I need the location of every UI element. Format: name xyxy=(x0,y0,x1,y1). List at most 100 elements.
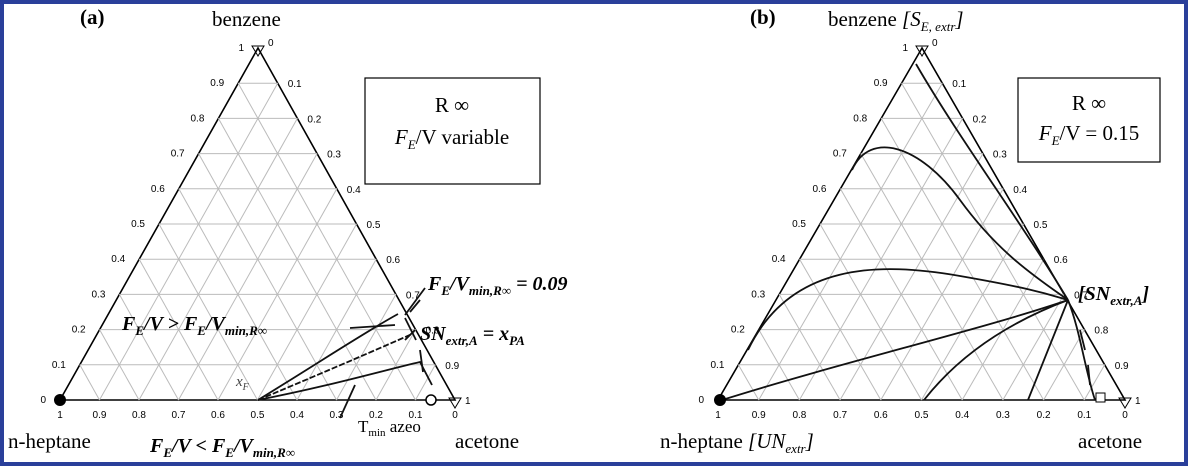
tick-label: 0.5 xyxy=(792,219,806,230)
grid-line xyxy=(79,364,100,401)
grid-line xyxy=(257,223,357,401)
tick-label: 0.2 xyxy=(369,410,383,421)
tick-label: 1 xyxy=(902,43,908,54)
grid-line xyxy=(1083,364,1106,401)
tick-label: 0.7 xyxy=(1074,290,1088,301)
vertex-right: acetone xyxy=(455,429,519,453)
tick-label: 0.1 xyxy=(710,360,724,371)
vertex-left: n-heptane [UNextr] xyxy=(660,429,814,456)
curve xyxy=(747,268,1069,351)
box-line: FE/V variable xyxy=(394,125,509,152)
tick-label: 0.4 xyxy=(111,254,125,265)
annotation: [SNextr,A] xyxy=(1078,283,1149,308)
curve xyxy=(404,317,424,373)
tick-label: 0 xyxy=(698,395,704,406)
tick-label: 0.3 xyxy=(751,289,765,300)
vertex-top: benzene xyxy=(212,7,281,31)
annotation: SNextr,A = xPA xyxy=(420,323,525,348)
vertex-marker xyxy=(915,45,929,57)
tick-label: 0.1 xyxy=(288,79,302,90)
tick-label: 0.4 xyxy=(347,185,361,196)
grid-line xyxy=(778,294,841,401)
info-box xyxy=(1017,77,1161,163)
tick-label: 0.4 xyxy=(772,254,786,265)
tick-label: 0.3 xyxy=(330,410,344,421)
grid-line xyxy=(217,118,377,401)
tick-label: 1 xyxy=(57,410,63,421)
tick-label: 0.9 xyxy=(93,410,107,421)
tick-label: 0.1 xyxy=(1077,410,1091,421)
vertex-marker xyxy=(251,45,265,57)
tick-label: 0.2 xyxy=(1037,410,1051,421)
tick-label: 0.4 xyxy=(955,410,969,421)
grid-line xyxy=(99,82,279,401)
vertex-right: acetone xyxy=(1078,429,1142,453)
curve xyxy=(851,146,1069,301)
tick-label: 0.1 xyxy=(952,79,966,90)
curve xyxy=(923,299,1096,401)
tick-label: 0.2 xyxy=(731,325,745,336)
tick-label: 0.5 xyxy=(1034,220,1048,231)
tick-label: 0.6 xyxy=(151,184,165,195)
grid-line xyxy=(860,153,1004,401)
annotation: Tmin azeo xyxy=(358,417,421,439)
curve xyxy=(721,299,1069,401)
tick-label: 0.5 xyxy=(131,219,145,230)
box-line: R ∞ xyxy=(435,93,469,117)
grid-line xyxy=(819,223,922,401)
tick-label: 0.3 xyxy=(91,289,105,300)
grid-line xyxy=(178,153,318,401)
tick-label: 0.5 xyxy=(251,410,265,421)
annotation: FE/V > FE/Vmin,R∞ xyxy=(121,313,267,338)
grid-line xyxy=(737,364,760,401)
tick-label: 0.2 xyxy=(72,325,86,336)
tick-label: 0.9 xyxy=(874,78,888,89)
point xyxy=(425,394,437,406)
tick-label: 0.4 xyxy=(1013,185,1027,196)
grid-line xyxy=(237,82,416,401)
annotation: FE/Vmin,R∞ = 0.09 xyxy=(427,273,567,298)
tick-label: 0.9 xyxy=(210,78,224,89)
tick-label: 0 xyxy=(1122,410,1128,421)
tick-label: 0.6 xyxy=(1054,255,1068,266)
annotation: FE/V < FE/Vmin,R∞ xyxy=(149,435,295,460)
grid-line xyxy=(1002,294,1065,401)
curve xyxy=(915,63,1069,301)
tick-label: 1 xyxy=(1135,396,1141,407)
tick-label: 0.7 xyxy=(833,410,847,421)
tick-label: 1 xyxy=(465,396,471,407)
point xyxy=(714,394,726,406)
tick-label: 0.6 xyxy=(874,410,888,421)
tick-label: 0.8 xyxy=(190,113,204,124)
tick-label: 0.7 xyxy=(406,290,420,301)
tick-label: 0.8 xyxy=(853,113,867,124)
tick-label: 0 xyxy=(268,38,274,49)
tick-label: 0.5 xyxy=(915,410,929,421)
tick-label: 0.3 xyxy=(993,150,1007,161)
tick-label: 0.8 xyxy=(132,410,146,421)
panel-label: (b) xyxy=(750,5,776,29)
grid-line xyxy=(758,82,943,401)
grid-line xyxy=(901,82,1085,401)
annotation: xF xyxy=(235,374,250,393)
box-line: R ∞ xyxy=(1072,91,1106,115)
tick-label: 0.6 xyxy=(211,410,225,421)
grid-line xyxy=(798,118,964,401)
tick-label: 0.5 xyxy=(367,220,381,231)
curve xyxy=(257,333,413,401)
grid-line xyxy=(415,364,436,401)
tick-label: 0 xyxy=(40,395,46,406)
tick-label: 0.3 xyxy=(327,150,341,161)
tick-label: 0.7 xyxy=(172,410,186,421)
curve xyxy=(257,313,399,401)
tick-label: 1 xyxy=(238,43,244,54)
grid-line xyxy=(336,294,397,401)
tick-label: 0 xyxy=(452,410,458,421)
grid-line xyxy=(138,118,298,401)
curve xyxy=(257,360,433,401)
tick-label: 0.1 xyxy=(409,410,423,421)
info-box xyxy=(364,77,541,185)
tick-label: 0.7 xyxy=(833,149,847,160)
tick-label: 0.6 xyxy=(812,184,826,195)
